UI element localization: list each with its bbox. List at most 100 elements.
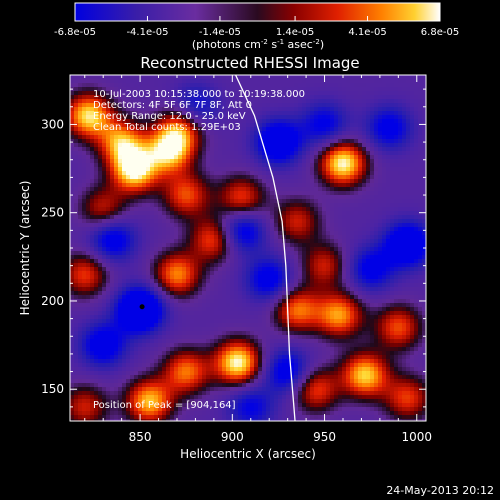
heatmap-cell bbox=[182, 159, 187, 164]
heatmap-cell bbox=[350, 191, 355, 196]
heatmap-cell bbox=[250, 75, 255, 80]
heatmap-cell bbox=[114, 235, 119, 240]
heatmap-cell bbox=[250, 83, 255, 88]
heatmap-cell bbox=[370, 127, 375, 132]
heatmap-cell bbox=[234, 247, 239, 252]
heatmap-cell bbox=[146, 135, 151, 140]
heatmap-cell bbox=[70, 167, 75, 172]
heatmap-cell bbox=[222, 291, 227, 296]
heatmap-cell bbox=[286, 135, 291, 140]
heatmap-cell bbox=[402, 123, 407, 128]
heatmap-cell bbox=[398, 263, 403, 268]
heatmap-cell bbox=[386, 231, 391, 236]
heatmap-cell bbox=[138, 287, 143, 292]
heatmap-cell bbox=[274, 103, 279, 108]
heatmap-cell bbox=[74, 211, 79, 216]
heatmap-cell bbox=[270, 143, 275, 148]
heatmap-cell bbox=[306, 103, 311, 108]
heatmap-cell bbox=[406, 159, 411, 164]
heatmap-cell bbox=[158, 215, 163, 220]
heatmap-cell bbox=[262, 95, 267, 100]
heatmap-cell bbox=[314, 99, 319, 104]
heatmap-cell bbox=[362, 79, 367, 84]
heatmap-cell bbox=[174, 175, 179, 180]
heatmap-cell bbox=[178, 163, 183, 168]
heatmap-cell bbox=[74, 103, 79, 108]
heatmap-cell bbox=[78, 83, 83, 88]
heatmap-cell bbox=[210, 123, 215, 128]
heatmap-cell bbox=[142, 179, 147, 184]
heatmap-cell bbox=[198, 287, 203, 292]
heatmap-cell bbox=[214, 79, 219, 84]
heatmap-cell bbox=[338, 223, 343, 228]
heatmap-cell bbox=[214, 267, 219, 272]
heatmap-cell bbox=[138, 151, 143, 156]
heatmap-cell bbox=[254, 247, 259, 252]
heatmap-cell bbox=[70, 295, 75, 300]
heatmap-cell bbox=[318, 139, 323, 144]
heatmap-cell bbox=[198, 159, 203, 164]
heatmap-cell bbox=[418, 195, 423, 200]
heatmap-cell bbox=[386, 183, 391, 188]
heatmap-cell bbox=[338, 83, 343, 88]
heatmap-cell bbox=[146, 215, 151, 220]
heatmap-cell bbox=[206, 227, 211, 232]
heatmap-cell bbox=[362, 235, 367, 240]
heatmap-cell bbox=[142, 155, 147, 160]
heatmap-cell bbox=[242, 255, 247, 260]
heatmap-cell bbox=[178, 207, 183, 212]
heatmap-cell bbox=[390, 119, 395, 124]
heatmap-cell bbox=[98, 131, 103, 136]
heatmap-cell bbox=[202, 207, 207, 212]
heatmap-cell bbox=[366, 215, 371, 220]
heatmap-cell bbox=[170, 219, 175, 224]
heatmap-cell bbox=[234, 287, 239, 292]
heatmap-cell bbox=[422, 279, 426, 284]
heatmap-cell bbox=[98, 119, 103, 124]
heatmap-cell bbox=[374, 195, 379, 200]
heatmap-cell bbox=[126, 203, 131, 208]
heatmap-cell bbox=[74, 79, 79, 84]
heatmap-cell bbox=[142, 135, 147, 140]
heatmap-cell bbox=[170, 83, 175, 88]
heatmap-cell bbox=[334, 271, 339, 276]
heatmap-cell bbox=[78, 283, 83, 288]
heatmap-cell bbox=[402, 195, 407, 200]
heatmap-cell bbox=[362, 139, 367, 144]
heatmap-cell bbox=[302, 171, 307, 176]
heatmap-cell bbox=[414, 103, 419, 108]
heatmap-cell bbox=[358, 187, 363, 192]
heatmap-cell bbox=[274, 287, 279, 292]
heatmap-cell bbox=[154, 123, 159, 128]
heatmap-cell bbox=[230, 231, 235, 236]
heatmap-cell bbox=[406, 79, 411, 84]
heatmap-cell bbox=[338, 283, 343, 288]
heatmap-cell bbox=[98, 279, 103, 284]
heatmap-cell bbox=[110, 283, 115, 288]
heatmap-cell bbox=[290, 127, 295, 132]
heatmap-cell bbox=[122, 131, 127, 136]
heatmap-cell bbox=[306, 83, 311, 88]
heatmap-cell bbox=[350, 155, 355, 160]
heatmap-cell bbox=[310, 111, 315, 116]
heatmap-cell bbox=[150, 135, 155, 140]
heatmap-cell bbox=[318, 219, 323, 224]
heatmap-cell bbox=[162, 287, 167, 292]
heatmap-cell bbox=[214, 239, 219, 244]
heatmap-cell bbox=[202, 171, 207, 176]
heatmap-cell bbox=[266, 279, 271, 284]
heatmap-cell bbox=[154, 139, 159, 144]
heatmap-cell bbox=[278, 191, 283, 196]
heatmap-cell bbox=[230, 283, 235, 288]
heatmap-cell bbox=[350, 195, 355, 200]
heatmap-cell bbox=[150, 259, 155, 264]
heatmap-cell bbox=[346, 231, 351, 236]
heatmap-cell bbox=[162, 163, 167, 168]
heatmap-cell bbox=[70, 195, 75, 200]
heatmap-cell bbox=[258, 283, 263, 288]
heatmap-cell bbox=[370, 223, 375, 228]
heatmap-cell bbox=[166, 107, 171, 112]
heatmap-cell bbox=[266, 151, 271, 156]
heatmap-cell bbox=[286, 115, 291, 120]
heatmap-cell bbox=[134, 195, 139, 200]
